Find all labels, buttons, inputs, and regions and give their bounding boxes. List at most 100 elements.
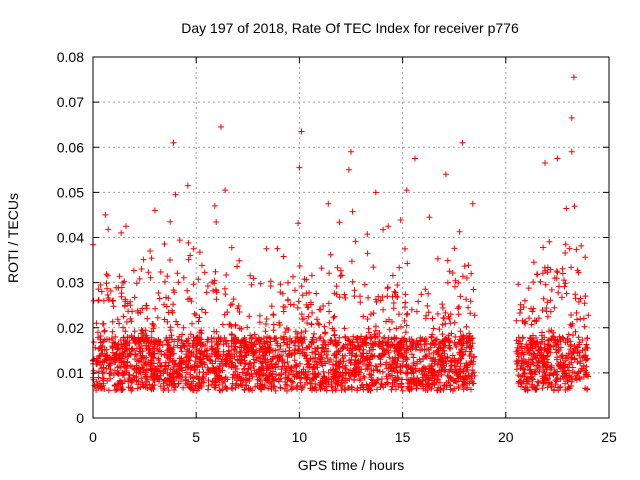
data-point: [401, 317, 408, 324]
data-point: [95, 345, 102, 352]
data-point: [133, 352, 140, 359]
data-point: [373, 363, 380, 370]
data-point: [403, 322, 410, 329]
data-point: [112, 359, 119, 365]
data-point: [417, 334, 424, 341]
data-point: [581, 354, 588, 361]
data-point: [468, 351, 474, 358]
data-point: [170, 364, 177, 370]
data-point: [568, 312, 574, 318]
data-point: [563, 205, 570, 212]
data-point: [283, 325, 290, 332]
data-point: [277, 289, 284, 296]
data-point: [148, 255, 155, 262]
data-point: [535, 347, 542, 353]
data-point: [303, 276, 310, 283]
data-point: [184, 382, 191, 388]
data-point: [551, 366, 558, 373]
data-point: [312, 348, 319, 355]
data-point: [222, 384, 229, 391]
data-point: [469, 200, 476, 207]
data-point: [442, 338, 449, 345]
data-point: [413, 368, 419, 375]
data-point: [164, 341, 171, 348]
data-point: [162, 377, 169, 383]
data-point: [204, 353, 211, 360]
y-tick-label: 0.02: [57, 320, 84, 336]
data-point: [398, 323, 404, 330]
data-point: [385, 371, 392, 377]
data-point: [530, 351, 537, 357]
data-point: [170, 344, 177, 351]
data-point: [293, 362, 300, 369]
data-point: [402, 245, 408, 252]
data-point: [428, 355, 435, 362]
data-point: [105, 226, 112, 233]
data-point: [345, 337, 351, 344]
data-point: [578, 242, 585, 249]
data-point: [318, 265, 325, 272]
data-point: [560, 364, 567, 371]
data-point: [357, 299, 364, 306]
data-point: [155, 340, 162, 347]
data-point: [429, 358, 436, 365]
data-point: [113, 350, 120, 357]
data-point: [340, 355, 347, 362]
data-point: [228, 331, 235, 337]
data-point: [572, 328, 579, 335]
data-point: [410, 339, 417, 346]
data-point: [467, 342, 474, 349]
data-point: [224, 376, 231, 383]
data-point: [532, 343, 539, 350]
data-point: [297, 337, 304, 344]
data-point: [196, 334, 203, 341]
data-point: [463, 296, 470, 303]
data-point: [353, 372, 359, 379]
data-point: [234, 357, 241, 364]
y-tick-label: 0.05: [57, 184, 84, 200]
data-point: [574, 359, 581, 366]
data-point: [452, 333, 459, 340]
data-point: [345, 166, 352, 173]
data-point: [256, 319, 263, 326]
data-point: [426, 214, 433, 221]
data-point: [157, 269, 164, 275]
data-point: [331, 338, 338, 345]
data-point: [309, 387, 315, 394]
data-point: [211, 366, 218, 373]
data-point: [200, 359, 207, 366]
data-point: [325, 200, 332, 207]
data-point: [258, 386, 265, 393]
data-point: [131, 374, 138, 381]
data-point: [562, 387, 569, 393]
data-point: [157, 372, 164, 379]
data-point: [584, 355, 591, 362]
data-point: [184, 182, 191, 189]
data-point: [583, 363, 590, 370]
data-point: [128, 332, 135, 339]
data-point: [247, 272, 254, 279]
data-point: [523, 341, 530, 348]
data-point: [420, 374, 427, 381]
data-point: [547, 370, 554, 376]
data-point: [213, 296, 220, 303]
data-point: [470, 286, 477, 293]
data-point: [304, 374, 311, 381]
data-point: [164, 318, 171, 325]
data-point: [100, 297, 107, 304]
data-point: [120, 313, 127, 320]
data-point: [163, 337, 170, 344]
data-point: [577, 295, 584, 302]
data-point: [228, 384, 235, 391]
data-point: [306, 289, 313, 296]
data-point: [520, 351, 527, 358]
data-point: [316, 321, 323, 328]
data-point: [326, 319, 333, 326]
data-point: [551, 275, 558, 282]
data-point: [153, 368, 160, 375]
data-point: [138, 375, 145, 382]
data-point: [568, 264, 575, 271]
data-point: [178, 355, 185, 362]
data-point: [346, 385, 352, 391]
data-point: [367, 335, 374, 342]
